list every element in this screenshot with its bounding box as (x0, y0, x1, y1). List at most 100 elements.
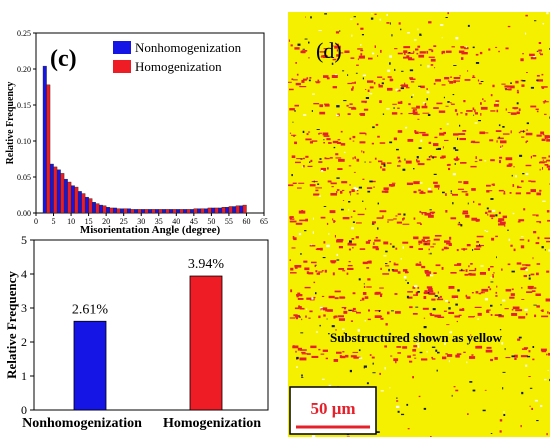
speckle-red (488, 210, 492, 213)
speckle-dot (455, 298, 457, 300)
speckle-dot (426, 351, 428, 353)
speckle-red (459, 138, 466, 141)
speckle-red (305, 138, 312, 141)
speckle-dot (418, 395, 421, 398)
speckle-dot (352, 157, 354, 160)
speckle-red (289, 132, 292, 134)
speckle-red (289, 218, 295, 220)
speckle-red (430, 58, 436, 62)
speckle-dot (389, 387, 391, 389)
speckle-red (373, 242, 375, 245)
speckle-dot (401, 413, 405, 416)
speckle-dot (389, 141, 393, 144)
speckle-dot (365, 97, 369, 99)
speckle-red (546, 139, 550, 142)
speckle-red (465, 193, 469, 196)
speckle-red (531, 290, 536, 292)
speckle-red (326, 138, 331, 141)
bar-category-label: Homogenization (163, 416, 261, 431)
hist-bar-nonhomogenization (105, 207, 110, 214)
speckle-dot (400, 28, 402, 31)
speckle-red (536, 305, 540, 308)
speckle-red (514, 354, 518, 358)
speckle-dot (533, 56, 536, 58)
hist-bar-nonhomogenization (183, 209, 188, 214)
speckle-dot (369, 180, 373, 183)
speckle-dot (341, 208, 344, 211)
speckle-red (353, 356, 361, 359)
speckle-red (433, 107, 439, 109)
speckle-red (423, 296, 427, 299)
speckle-red (466, 110, 473, 112)
speckle-red (302, 78, 307, 81)
speckle-red (510, 85, 515, 89)
hist-bar-nonhomogenization (197, 208, 202, 214)
speckle-dot (478, 82, 482, 85)
speckle-red (413, 190, 417, 194)
speckle-dot (303, 114, 307, 116)
hist-bar-homogenization (214, 207, 219, 214)
speckle-red (530, 273, 535, 276)
bar-y-axis-label: Relative Frequency (4, 271, 19, 379)
speckle-red (449, 236, 452, 240)
speckle-red (450, 76, 452, 78)
speckle-dot (386, 22, 390, 24)
speckle-dot (361, 34, 364, 36)
speckle-red (446, 242, 452, 245)
speckle-red (391, 182, 396, 184)
speckle-red (429, 312, 432, 315)
speckle-red (422, 241, 428, 243)
speckle-red (354, 81, 356, 84)
speckle-dot (363, 283, 365, 285)
speckle-dot (301, 374, 303, 377)
speckle-dot (427, 114, 431, 116)
speckle-dot (342, 328, 345, 330)
speckle-dot (509, 192, 512, 194)
speckle-dot (446, 324, 450, 326)
speckle-dot (547, 311, 549, 314)
speckle-dot (335, 153, 339, 156)
speckle-red (393, 358, 399, 362)
speckle-red (422, 133, 429, 137)
speckle-red (446, 247, 449, 250)
speckle-red (438, 187, 440, 190)
speckle-red (450, 217, 457, 220)
speckle-red (364, 296, 369, 299)
speckle-dot (363, 151, 365, 154)
speckle-red (525, 313, 528, 316)
speckle-red (325, 357, 328, 360)
speckle-red (365, 89, 367, 90)
speckle-dot (448, 301, 450, 304)
speckle-red (359, 141, 366, 144)
speckle-red (498, 50, 500, 53)
hist-bar-homogenization (200, 208, 205, 214)
speckle-red (394, 293, 398, 295)
speckle-red (542, 159, 544, 161)
speckle-dot (405, 126, 408, 129)
speckle-dot (531, 407, 533, 410)
speckle-red (428, 248, 430, 251)
speckle-dot (500, 304, 502, 306)
speckle-red (528, 350, 531, 353)
speckle-red (334, 235, 336, 238)
speckle-red (321, 270, 324, 272)
speckle-red (306, 271, 309, 275)
speckle-red (389, 261, 391, 263)
speckle-dot (414, 285, 418, 288)
speckle-red (398, 159, 401, 162)
speckle-red (517, 221, 521, 223)
speckle-red (469, 356, 476, 359)
speckle-red (332, 45, 334, 47)
x-tick-label: 0 (34, 217, 38, 226)
speckle-dot (402, 246, 404, 249)
speckle-red (336, 54, 339, 57)
speckle-red (521, 180, 524, 183)
speckle-red (307, 165, 313, 167)
speckle-red (456, 249, 459, 252)
speckle-red (357, 213, 365, 216)
speckle-red (349, 184, 351, 186)
speckle-red (548, 155, 550, 158)
speckle-red (352, 307, 356, 311)
speckle-red (525, 132, 533, 136)
speckle-dot (321, 378, 325, 380)
